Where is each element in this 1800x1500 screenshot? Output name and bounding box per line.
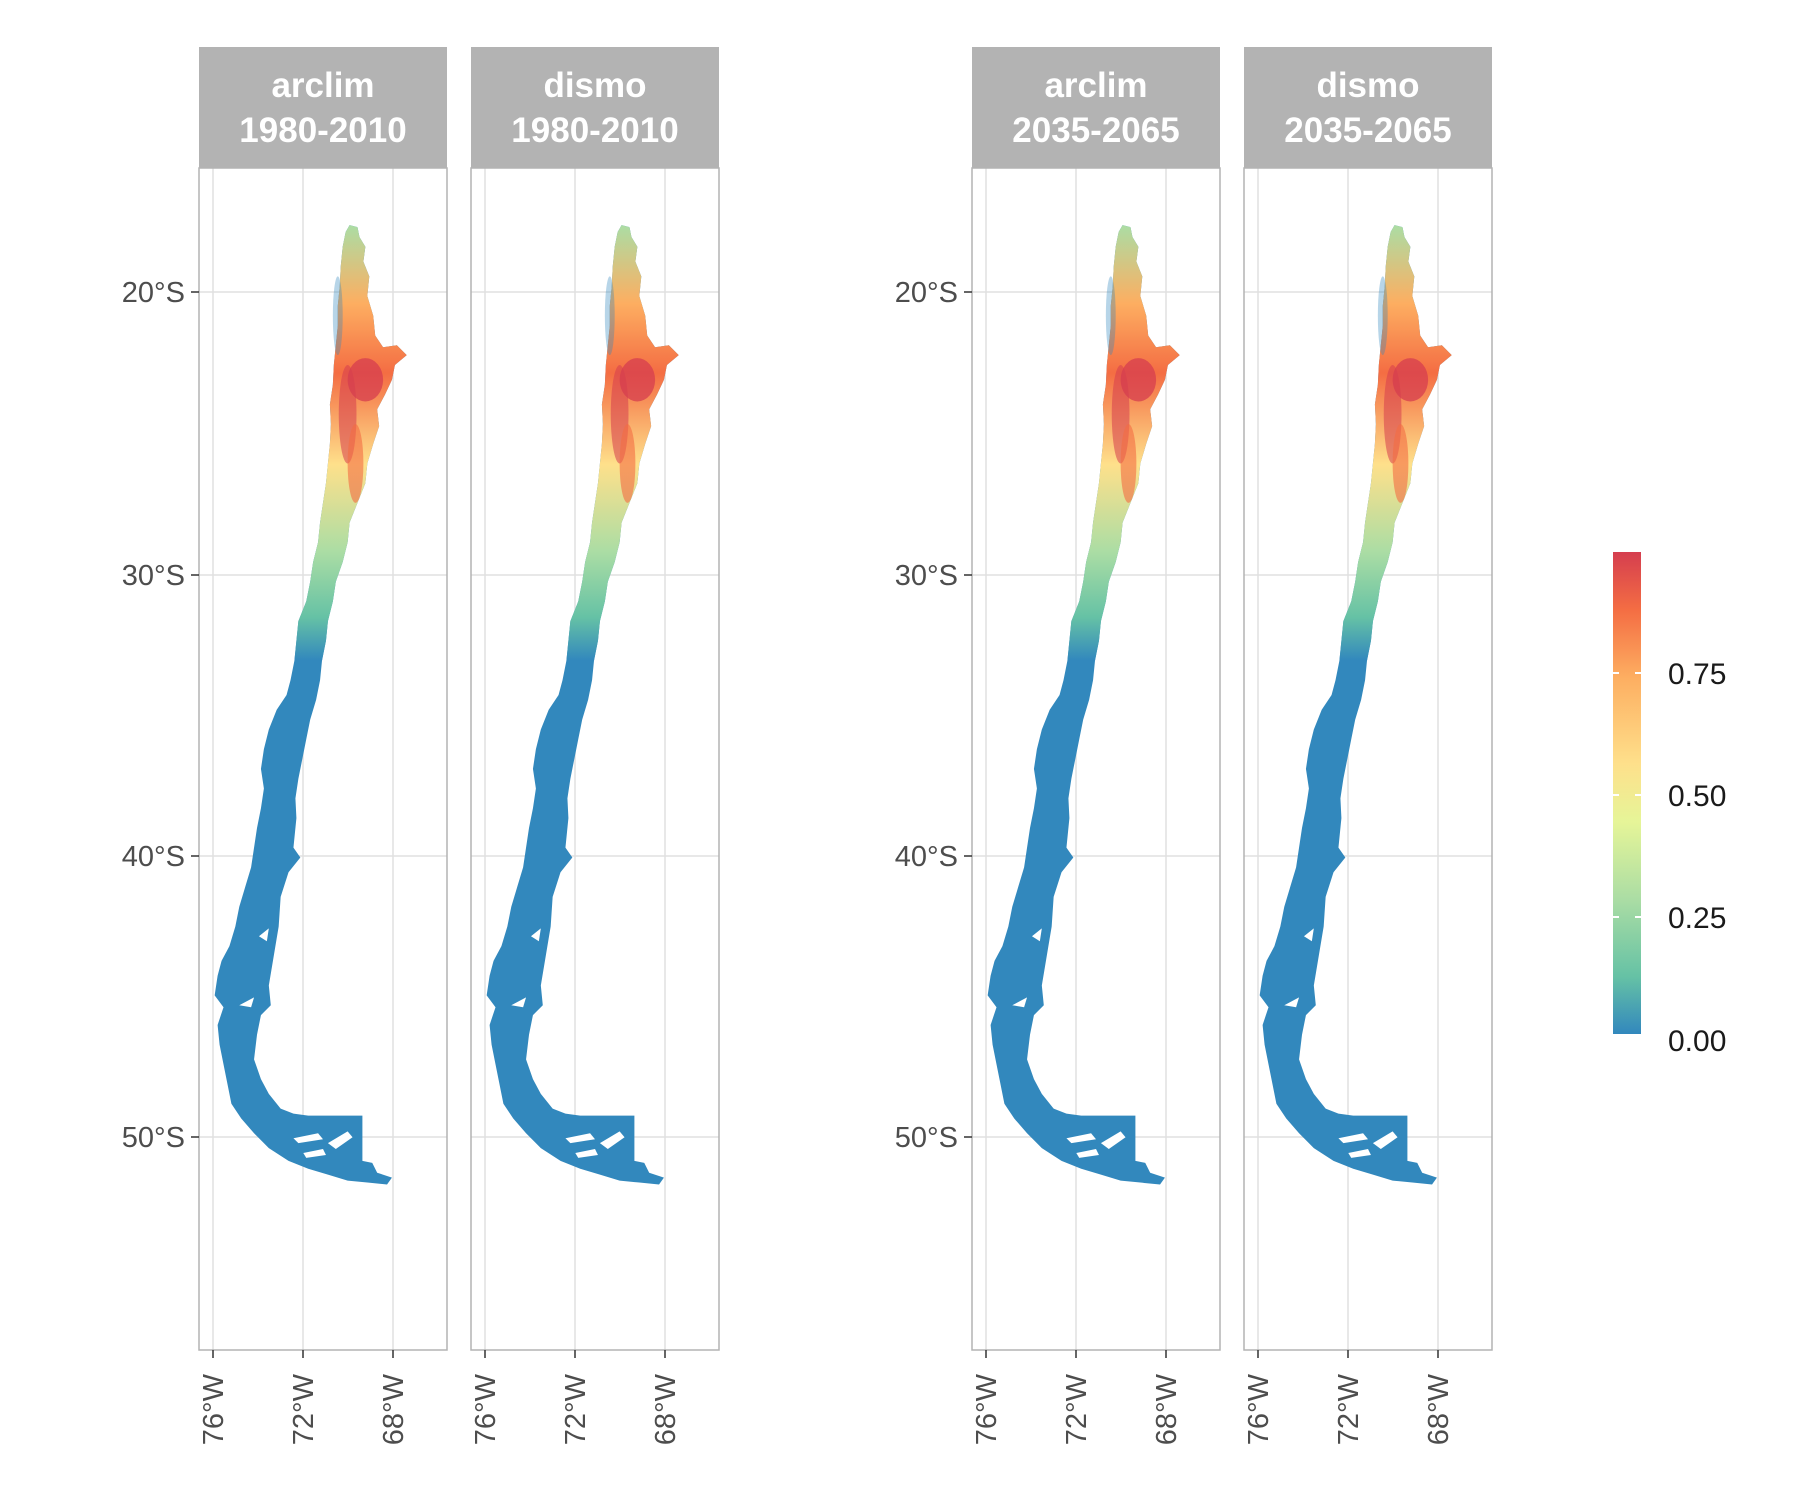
facet-method-label: arclim: [271, 66, 374, 105]
legend-colorbar: [1613, 552, 1641, 1034]
facet-period-label: 2035-2065: [1012, 111, 1179, 150]
lon-tick-label: 68°W: [1151, 1373, 1183, 1445]
latitude-axes: 20°S 30°S 40°S 50°S 20°S 30°S 40°S 50°S: [122, 277, 972, 1154]
lon-tick-label: 76°W: [470, 1373, 502, 1445]
lon-tick-label: 72°W: [288, 1373, 320, 1445]
lon-tick-label: 68°W: [1423, 1373, 1455, 1445]
lat-tick-label: 30°S: [895, 560, 958, 592]
lon-tick-label: 76°W: [1243, 1373, 1275, 1445]
facet-period-label: 2035-2065: [1284, 111, 1451, 150]
map-panel: dismo 2035-2065: [1243, 47, 1493, 1351]
facet-strip: [199, 47, 447, 168]
legend-label: 0.00: [1668, 1025, 1726, 1058]
lat-tick-label: 30°S: [122, 560, 185, 592]
facet-strip: [471, 47, 719, 168]
panel-border: [1243, 167, 1493, 1351]
lon-tick-label: 76°W: [198, 1373, 230, 1445]
lon-tick-label: 72°W: [1061, 1373, 1093, 1445]
color-legend: 0.75 0.50 0.25 0.00: [1613, 552, 1726, 1058]
facet-strip: [972, 47, 1220, 168]
facet-method-label: dismo: [1316, 66, 1419, 105]
longitude-axes: 76°W 72°W 68°W 76°W 72°W 68°W 76°W 72°W 68°W 76°W…: [198, 1350, 1455, 1445]
lon-tick-label: 72°W: [1333, 1373, 1365, 1445]
map-panels: arclim 1980-2010 dismo 1980-2010 arclim 2035-…: [198, 47, 1493, 1351]
lon-tick-label: 68°W: [378, 1373, 410, 1445]
lat-tick-label: 50°S: [122, 1122, 185, 1154]
facet-method-label: arclim: [1044, 66, 1147, 105]
legend-ticks: 0.75 0.50 0.25 0.00: [1613, 658, 1726, 1058]
panel-border: [470, 167, 720, 1351]
facet-method-label: dismo: [543, 66, 646, 105]
panel-border: [198, 167, 448, 1351]
lat-tick-label: 50°S: [895, 1122, 958, 1154]
map-panel: arclim 1980-2010: [198, 47, 448, 1351]
lon-tick-label: 76°W: [971, 1373, 1003, 1445]
facet-strip: [1244, 47, 1492, 168]
lon-tick-label: 72°W: [560, 1373, 592, 1445]
lat-tick-label: 40°S: [895, 841, 958, 873]
lat-tick-label: 40°S: [122, 841, 185, 873]
legend-label: 0.50: [1668, 780, 1726, 813]
facet-period-label: 1980-2010: [511, 111, 678, 150]
facet-period-label: 1980-2010: [239, 111, 406, 150]
legend-label: 0.75: [1668, 658, 1726, 691]
panel-border: [971, 167, 1221, 1351]
lat-tick-label: 20°S: [895, 277, 958, 309]
lat-tick-label: 20°S: [122, 277, 185, 309]
lon-tick-label: 68°W: [650, 1373, 682, 1445]
map-panel: dismo 1980-2010: [470, 47, 720, 1351]
map-panel: arclim 2035-2065: [971, 47, 1221, 1351]
legend-label: 0.25: [1668, 902, 1726, 935]
